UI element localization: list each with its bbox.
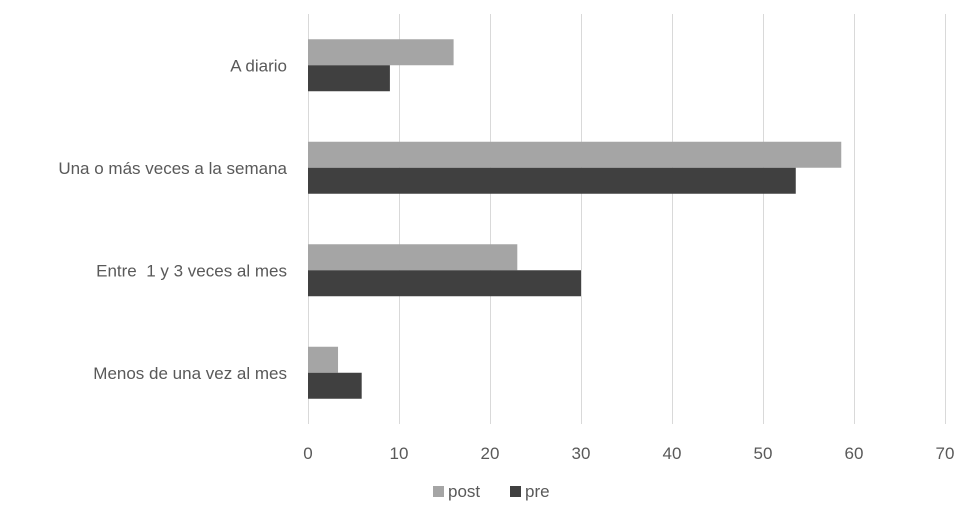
category-label-3: Menos de una vez al mes [93, 364, 287, 383]
legend-label-post: post [448, 482, 480, 501]
bar-pre-0 [308, 65, 390, 92]
bar-post-0 [308, 39, 454, 66]
category-label-1: Una o más veces a la semana [58, 159, 287, 178]
bar-post-3 [308, 346, 339, 373]
category-labels: A diario Una o más veces a la semana Entre… [58, 56, 287, 383]
x-tick-label-10: 10 [390, 444, 409, 463]
legend-swatch-pre [510, 486, 521, 497]
x-tick-label-60: 60 [845, 444, 864, 463]
x-tick-label-20: 20 [481, 444, 500, 463]
category-label-2: Entre 1 y 3 veces al mes [96, 261, 287, 280]
legend-swatch-post [433, 486, 444, 497]
x-tick-label-40: 40 [663, 444, 682, 463]
category-label-0: A diario [230, 56, 287, 75]
bar-post-2 [308, 244, 518, 271]
x-tick-label-30: 30 [572, 444, 591, 463]
legend-label-pre: pre [525, 482, 550, 501]
bar-pre-3 [308, 372, 362, 399]
legend: post pre [433, 482, 550, 501]
bar-pre-2 [308, 270, 581, 297]
bar-pre-1 [308, 167, 796, 194]
x-axis-tick-labels: 0 10 20 30 40 50 60 70 [303, 444, 954, 463]
x-tick-label-0: 0 [303, 444, 312, 463]
x-tick-label-70: 70 [936, 444, 955, 463]
bars [308, 39, 842, 399]
x-tick-label-50: 50 [754, 444, 773, 463]
bar-post-1 [308, 141, 842, 168]
gridlines [308, 14, 946, 424]
